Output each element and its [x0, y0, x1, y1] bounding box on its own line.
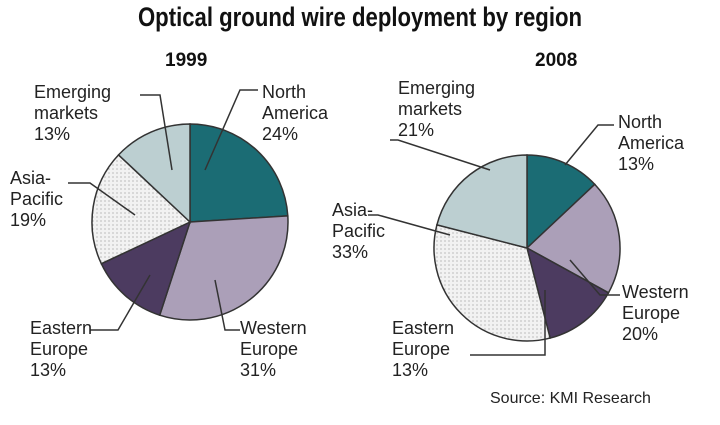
slice-label: North America 24%	[262, 82, 328, 145]
slice-label: Emerging markets 21%	[398, 78, 475, 141]
value-label: 13%	[34, 124, 71, 144]
pie-slice	[91, 153, 192, 265]
slice-label: North America 13%	[618, 112, 684, 175]
value-label: 31%	[240, 360, 277, 380]
pie-title: 2008	[535, 50, 578, 71]
pie-slice	[433, 223, 552, 342]
pie-slice	[436, 154, 528, 249]
value-label: 21%	[398, 120, 435, 140]
category-label: Eastern Europe	[392, 318, 455, 359]
category-label: North America	[262, 82, 329, 123]
pie-slice	[117, 123, 191, 224]
category-label: Western Europe	[622, 282, 689, 323]
value-label: 33%	[332, 242, 369, 262]
category-label: Western Europe	[240, 318, 307, 359]
slice-label: Emerging markets 13%	[34, 82, 111, 145]
slice-label: Asia- Pacific 33%	[332, 200, 385, 263]
pie-slice	[100, 220, 192, 317]
value-label: 13%	[392, 360, 429, 380]
category-label: Asia- Pacific	[10, 168, 64, 209]
slice-label: Eastern Europe 13%	[30, 318, 92, 381]
pie-slice	[525, 183, 621, 294]
value-label: 13%	[30, 360, 67, 380]
category-label: Emerging markets	[398, 78, 476, 119]
value-label: 24%	[262, 124, 299, 144]
category-label: Emerging markets	[34, 82, 112, 123]
value-label: 19%	[10, 210, 47, 230]
category-label: Asia- Pacific	[332, 200, 386, 241]
pie-title: 1999	[165, 50, 208, 71]
pie-slice	[158, 215, 289, 321]
slice-label: Asia- Pacific 19%	[10, 168, 63, 231]
slice-label: Western Europe 31%	[240, 318, 307, 381]
chart-title: Optical ground wire deployment by region	[137, 2, 583, 32]
slice-label: Western Europe 20%	[622, 282, 689, 345]
source-note: Source: KMI Research	[490, 390, 651, 407]
leader-lines	[68, 89, 620, 356]
category-label: North America	[618, 112, 685, 153]
category-label: Eastern Europe	[30, 318, 93, 359]
value-label: 13%	[618, 154, 655, 174]
value-label: 20%	[622, 324, 659, 344]
slice-label: Eastern Europe 13%	[392, 318, 454, 381]
pie-slice	[526, 154, 596, 250]
